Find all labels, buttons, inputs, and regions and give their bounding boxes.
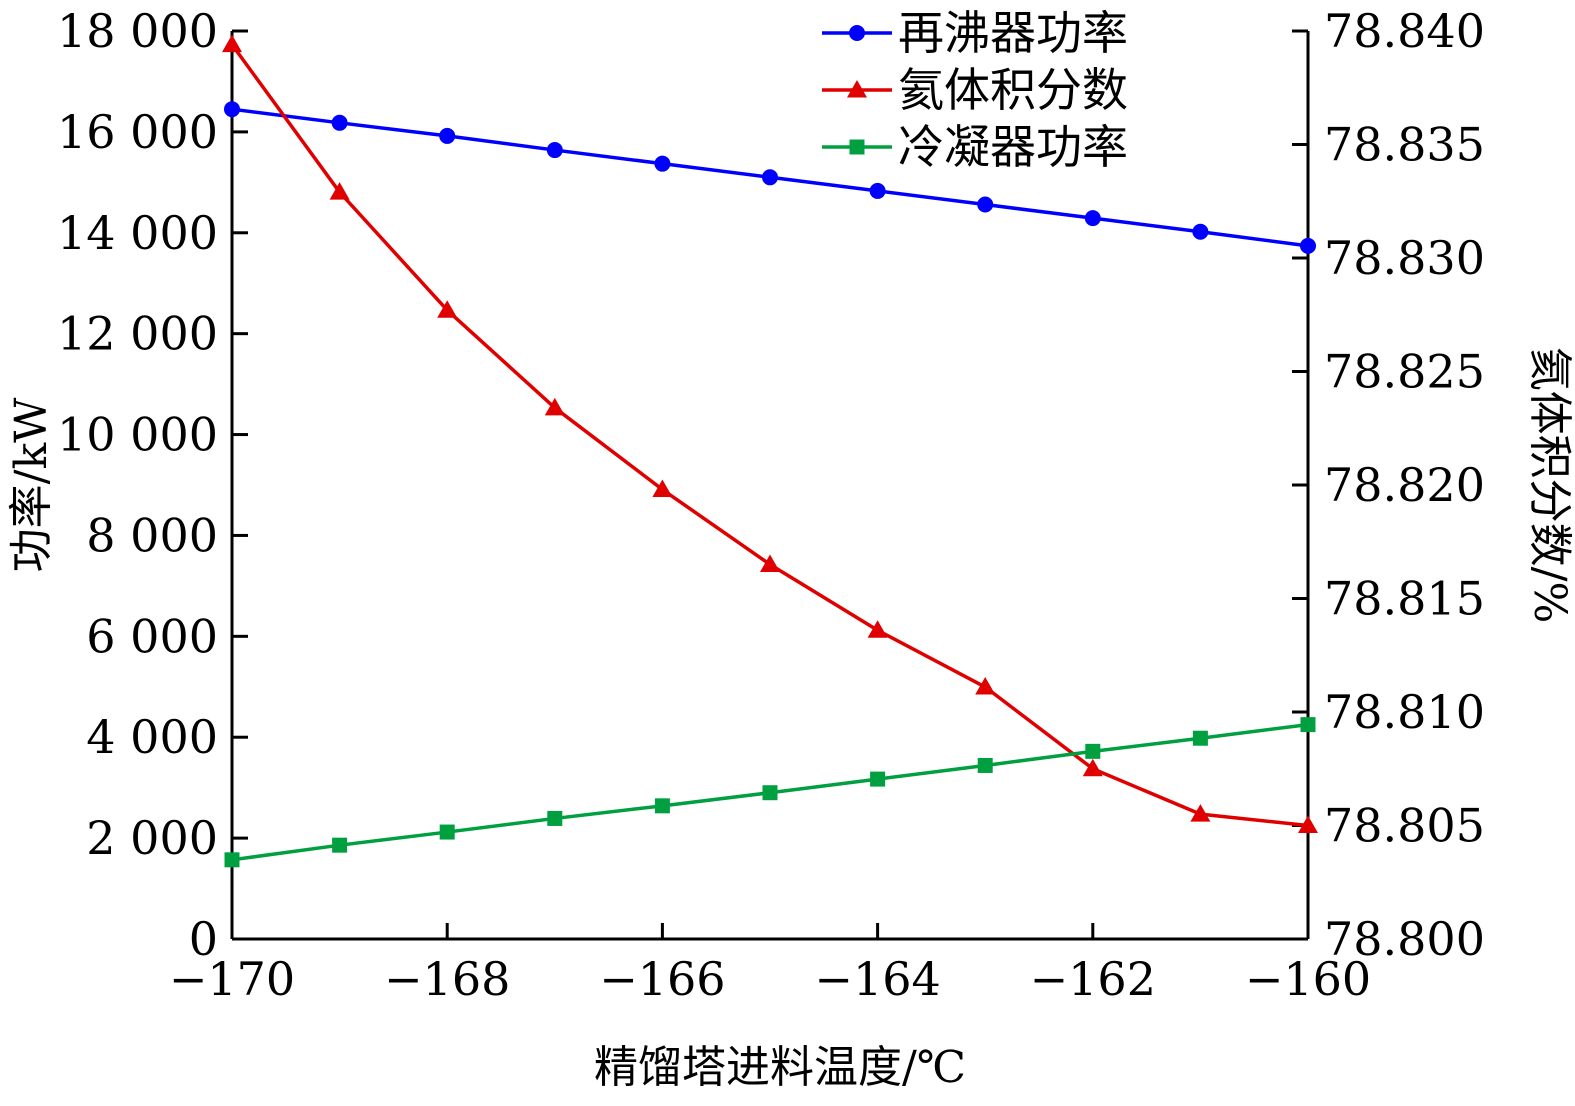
series-3-point <box>332 837 348 853</box>
x-tick-label: −162 <box>1030 952 1156 1006</box>
series-2-point <box>1298 815 1318 833</box>
series-3-point <box>870 771 886 787</box>
right-y-tick-label: 78.805 <box>1324 799 1485 853</box>
legend-marker <box>847 80 867 98</box>
x-tick-label: −168 <box>384 952 510 1006</box>
series-2-point <box>760 554 780 572</box>
legend-item-3: 冷凝器功率 <box>822 120 1128 174</box>
series-3-point <box>1085 743 1101 759</box>
left-y-tick-label: 14 000 <box>57 206 218 260</box>
legend-marker <box>849 25 865 41</box>
legend-marker <box>849 139 865 155</box>
series-2-line <box>230 43 1309 828</box>
series-2-point <box>975 677 996 695</box>
right-y-tick-label: 78.820 <box>1324 458 1485 512</box>
legend-label: 氦体积分数 <box>898 63 1128 117</box>
plot-series <box>222 34 1318 868</box>
series-2-point <box>222 34 242 53</box>
series-1-point <box>1192 223 1209 240</box>
left-y-axis-title: 功率/kW <box>6 397 57 572</box>
series-1-point <box>331 114 348 131</box>
right-y-tick-label: 78.810 <box>1324 685 1485 739</box>
series-3 <box>224 717 1316 868</box>
series-3-point <box>224 852 240 868</box>
x-tick-label: −164 <box>814 952 940 1006</box>
left-y-tick-label: 4 000 <box>86 710 218 764</box>
series-3-point <box>762 785 778 801</box>
legend-label: 再沸器功率 <box>898 6 1128 60</box>
series-2-point <box>1082 758 1103 777</box>
series-3-point <box>654 798 670 814</box>
series-1-point <box>654 155 671 172</box>
series-1 <box>224 101 1316 254</box>
series-2-point <box>437 300 458 318</box>
right-y-tick-label: 78.825 <box>1324 345 1485 399</box>
series-1-point <box>1300 237 1316 254</box>
series-1-point <box>1084 210 1101 227</box>
right-y-tick-label: 78.800 <box>1324 912 1485 966</box>
left-y-tick-label: 10 000 <box>57 408 218 462</box>
series-3-point <box>1300 717 1316 733</box>
right-y-tick-label: 78.840 <box>1324 4 1485 58</box>
series-2-point <box>329 182 350 200</box>
legend-item-1: 再沸器功率 <box>822 6 1128 60</box>
left-y-tick-label: 18 000 <box>57 4 218 58</box>
right-y-tick-label: 78.815 <box>1324 572 1485 626</box>
series-3-point <box>547 810 563 826</box>
left-y-tick-label: 8 000 <box>86 508 218 562</box>
series-3-point <box>977 757 993 773</box>
legend-item-2: 氦体积分数 <box>822 63 1128 117</box>
x-tick-label: −170 <box>169 952 295 1006</box>
series-2-point <box>544 397 565 416</box>
series-1-point <box>224 101 240 118</box>
series-1-point <box>762 169 778 186</box>
left-y-tick-label: 2 000 <box>86 811 218 865</box>
series-2 <box>222 34 1318 833</box>
left-y-tick-label: 16 000 <box>57 105 218 159</box>
series-3-point <box>1192 730 1208 746</box>
x-axis-title: 精馏塔进料温度/℃ <box>594 1042 966 1093</box>
series-1-point <box>977 196 994 213</box>
series-1-point <box>869 182 886 199</box>
series-3-point <box>439 824 455 840</box>
x-tick-label: −160 <box>1245 952 1371 1006</box>
left-y-tick-label: 12 000 <box>57 307 218 361</box>
axes: −170 −168 −166 −164 −162 −160 0 2 000 4 000 6 000… <box>57 4 1485 1006</box>
left-y-tick-label: 6 000 <box>86 609 218 663</box>
right-y-tick-label: 78.835 <box>1324 118 1485 172</box>
legend-label: 冷凝器功率 <box>898 120 1128 174</box>
series-2-point <box>1190 804 1211 822</box>
x-tick-label: −166 <box>599 952 725 1006</box>
series-1-point <box>439 127 456 144</box>
right-y-axis-title: 氦体积分数/% <box>1524 347 1575 624</box>
series-2-point <box>652 479 673 498</box>
right-y-tick-label: 78.830 <box>1324 231 1485 285</box>
left-y-tick-label: 0 <box>189 912 218 966</box>
series-2-point <box>867 620 888 638</box>
series-1-point <box>546 142 563 159</box>
